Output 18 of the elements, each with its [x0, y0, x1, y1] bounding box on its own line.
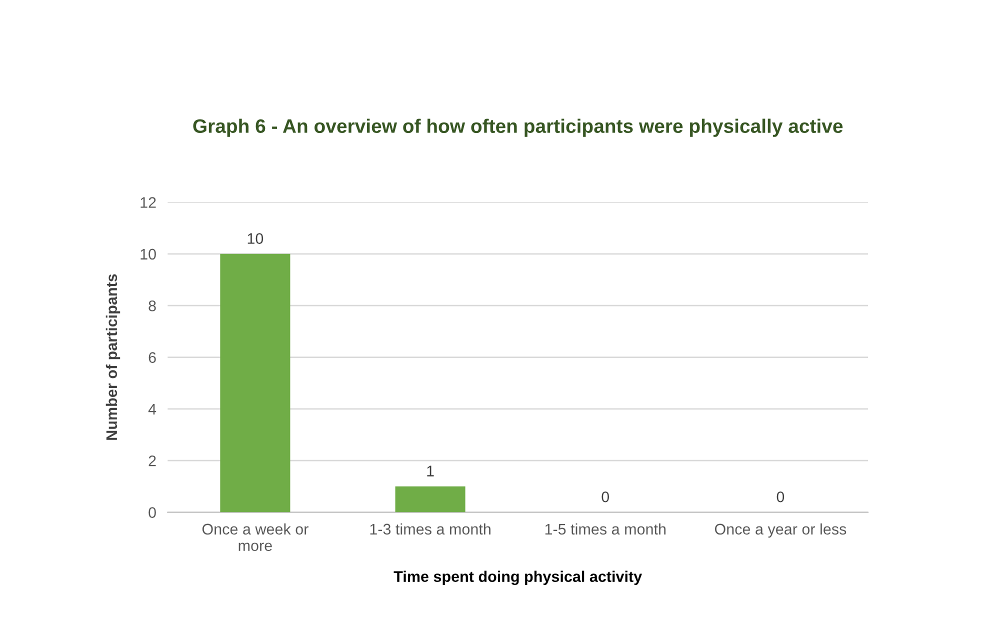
chart-title: Graph 6 - An overview of how often participants were physically active [193, 118, 843, 137]
x-axis-title: Time spent doing physical activity [394, 570, 642, 586]
y-tick-label: 0 [148, 507, 156, 518]
data-label: 0 [602, 491, 610, 502]
y-tick-label: 6 [148, 352, 156, 363]
x-tick-label: 1-3 times a month [370, 523, 490, 535]
x-tick-label: Once a week or more [202, 523, 308, 552]
y-tick-label: 12 [140, 197, 156, 208]
y-tick-label: 10 [140, 248, 156, 260]
data-label: 1 [427, 466, 434, 476]
x-tick-label: 1-5 times a month [545, 523, 666, 535]
y-tick-label: 8 [148, 300, 156, 312]
data-label: 10 [248, 233, 264, 244]
y-tick-label: 2 [148, 455, 156, 466]
y-tick-label: 4 [148, 404, 156, 414]
data-label: 0 [776, 491, 784, 502]
y-axis-title: Number of participants [106, 274, 120, 440]
x-tick-label: Once a year or less [714, 523, 846, 538]
